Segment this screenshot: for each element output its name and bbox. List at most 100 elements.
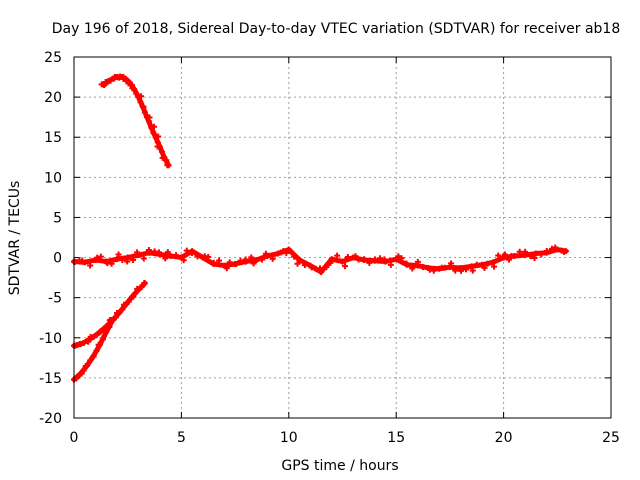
data-point xyxy=(258,256,265,263)
x-tick-label: 0 xyxy=(70,430,79,446)
data-point xyxy=(132,290,139,297)
data-point xyxy=(78,370,85,377)
data-point xyxy=(93,347,100,354)
data-point xyxy=(484,260,491,267)
x-tick-label: 5 xyxy=(177,430,186,446)
x-tick-label: 20 xyxy=(495,430,513,446)
data-point xyxy=(120,301,127,308)
data-point xyxy=(133,90,140,97)
data-point xyxy=(112,314,119,321)
y-tick-label: -20 xyxy=(39,411,62,427)
plot-frame xyxy=(73,56,612,419)
data-point xyxy=(80,339,87,346)
data-point xyxy=(548,245,555,252)
data-point xyxy=(366,259,373,266)
data-point xyxy=(395,253,402,260)
data-point xyxy=(355,256,362,263)
data-point xyxy=(87,357,94,364)
data-point xyxy=(318,268,325,275)
data-point xyxy=(138,93,145,100)
y-tick-label: -10 xyxy=(39,331,62,347)
data-point xyxy=(381,256,388,263)
data-point xyxy=(308,264,315,271)
data-point xyxy=(473,261,480,268)
data-point xyxy=(115,251,122,258)
data-point xyxy=(94,254,101,261)
series-arc-high xyxy=(101,74,172,168)
data-point xyxy=(560,248,567,255)
data-point xyxy=(334,252,341,259)
data-point xyxy=(159,148,166,155)
x-tick-label: 25 xyxy=(602,430,620,446)
y-axis-label: SDTVAR / TECUs xyxy=(7,181,23,296)
data-point xyxy=(543,248,550,255)
data-point xyxy=(327,259,334,266)
y-tick-label: 15 xyxy=(44,130,62,146)
data-point xyxy=(124,258,131,265)
data-point xyxy=(469,267,476,274)
data-point xyxy=(223,265,230,272)
data-point xyxy=(97,253,104,260)
data-point xyxy=(120,75,127,82)
data-point xyxy=(285,246,292,253)
data-point xyxy=(342,263,349,270)
x-tick-label: 15 xyxy=(387,430,405,446)
data-point xyxy=(226,259,233,266)
data-point xyxy=(108,260,115,267)
data-point xyxy=(82,363,89,370)
data-point xyxy=(262,250,269,257)
data-point xyxy=(361,256,368,263)
data-point xyxy=(495,252,502,259)
y-tick-label: 20 xyxy=(44,90,62,106)
data-point xyxy=(173,252,180,259)
data-point xyxy=(233,260,240,267)
data-point xyxy=(194,253,201,260)
data-point xyxy=(250,260,257,267)
data-point xyxy=(296,256,303,263)
data-point xyxy=(151,248,158,255)
data-point xyxy=(119,256,126,263)
data-point xyxy=(134,285,141,292)
data-point xyxy=(87,262,94,269)
data-point xyxy=(93,332,100,339)
data-point xyxy=(113,256,120,263)
data-point xyxy=(102,79,109,86)
data-point xyxy=(458,267,465,274)
data-point xyxy=(505,256,512,263)
series-trace xyxy=(101,74,172,168)
data-point xyxy=(352,253,359,260)
data-point xyxy=(159,154,166,161)
data-point xyxy=(74,373,81,380)
y-tick-label: -15 xyxy=(39,371,62,387)
data-point xyxy=(403,260,410,267)
data-point xyxy=(532,250,539,257)
data-point xyxy=(138,284,145,291)
data-point xyxy=(500,254,507,261)
data-point xyxy=(441,264,448,271)
data-point xyxy=(154,143,161,150)
data-point xyxy=(129,85,136,92)
data-point xyxy=(372,256,379,263)
data-point xyxy=(119,306,126,313)
data-point xyxy=(151,123,158,130)
data-point xyxy=(95,341,102,348)
data-point xyxy=(516,248,523,255)
data-point xyxy=(140,103,147,110)
data-point xyxy=(531,254,538,261)
data-point xyxy=(452,267,459,274)
x-tick-label: 10 xyxy=(280,430,298,446)
data-point xyxy=(491,263,498,270)
data-point xyxy=(125,298,132,305)
data-point xyxy=(150,130,157,137)
data-point xyxy=(102,328,109,335)
data-point xyxy=(448,260,455,267)
data-point xyxy=(180,257,187,264)
data-point xyxy=(481,264,488,271)
y-tick-label: 25 xyxy=(44,50,62,66)
data-point xyxy=(164,249,171,256)
data-point xyxy=(344,253,351,260)
data-point xyxy=(114,310,121,317)
data-point xyxy=(162,255,169,262)
data-point xyxy=(479,261,486,268)
y-tick-label: 5 xyxy=(53,210,62,226)
